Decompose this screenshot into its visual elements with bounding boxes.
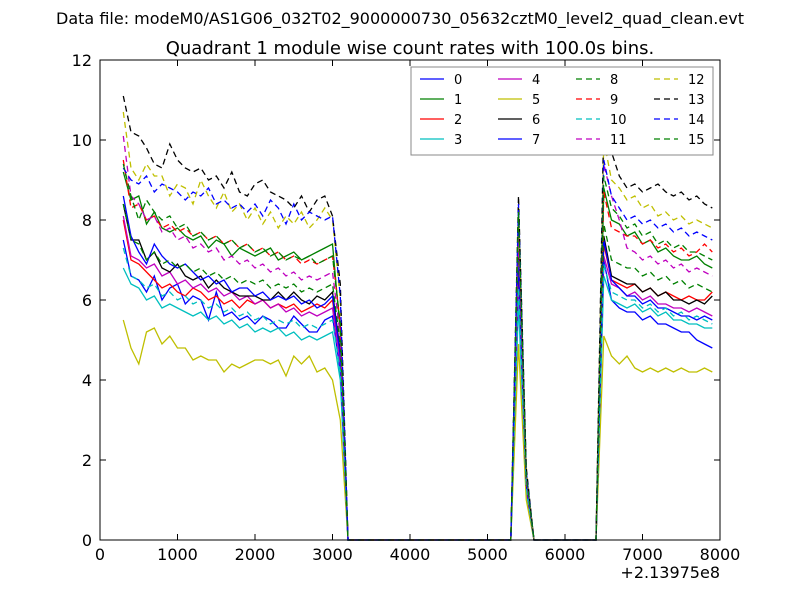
series-line-11 bbox=[122, 135, 713, 541]
legend-label-8: 8 bbox=[610, 73, 618, 88]
legend-label-11: 11 bbox=[610, 133, 627, 148]
x-offset-label: +2.13975e8 bbox=[620, 563, 720, 582]
x-tick-label: 6000 bbox=[545, 545, 586, 564]
legend-label-4: 4 bbox=[532, 73, 540, 88]
legend-label-13: 13 bbox=[688, 93, 705, 108]
legend-label-0: 0 bbox=[454, 73, 462, 88]
series-line-15 bbox=[122, 163, 713, 541]
legend-label-10: 10 bbox=[610, 113, 627, 128]
y-tick-label: 12 bbox=[72, 51, 92, 70]
legend-label-9: 9 bbox=[610, 93, 618, 108]
y-tick-label: 2 bbox=[82, 451, 92, 470]
legend-label-12: 12 bbox=[688, 73, 705, 88]
legend-label-7: 7 bbox=[532, 133, 540, 148]
x-tick-label: 8000 bbox=[700, 545, 741, 564]
legend-label-14: 14 bbox=[688, 113, 705, 128]
series-line-9 bbox=[122, 159, 713, 541]
axes-layer: 0 1000 2000 3000 4000 5000 6000 7000 80000246810… bbox=[72, 51, 741, 564]
x-tick-label: 2000 bbox=[235, 545, 276, 564]
series-line-13 bbox=[122, 95, 713, 541]
y-tick-label: 0 bbox=[82, 531, 92, 550]
legend-label-2: 2 bbox=[454, 113, 462, 128]
series-line-12 bbox=[122, 111, 713, 541]
legend-label-3: 3 bbox=[454, 133, 462, 148]
chart-title: Quadrant 1 module wise count rates with … bbox=[166, 38, 655, 59]
x-tick-label: 0 bbox=[95, 545, 105, 564]
legend-label-15: 15 bbox=[688, 133, 705, 148]
y-tick-label: 6 bbox=[82, 291, 92, 310]
legend-box bbox=[410, 66, 714, 156]
x-tick-label: 1000 bbox=[157, 545, 198, 564]
legend-label-5: 5 bbox=[532, 93, 540, 108]
y-tick-label: 4 bbox=[82, 371, 92, 390]
x-tick-label: 5000 bbox=[467, 545, 508, 564]
x-tick-label: 7000 bbox=[622, 545, 663, 564]
suptitle: Data file: modeM0/AS1G06_032T02_90000007… bbox=[56, 9, 744, 29]
legend-label-6: 6 bbox=[532, 113, 540, 128]
x-tick-label: 4000 bbox=[390, 545, 431, 564]
legend-label-1: 1 bbox=[454, 93, 462, 108]
x-tick-label: 3000 bbox=[312, 545, 353, 564]
y-tick-label: 10 bbox=[72, 131, 92, 150]
y-tick-label: 8 bbox=[82, 211, 92, 230]
